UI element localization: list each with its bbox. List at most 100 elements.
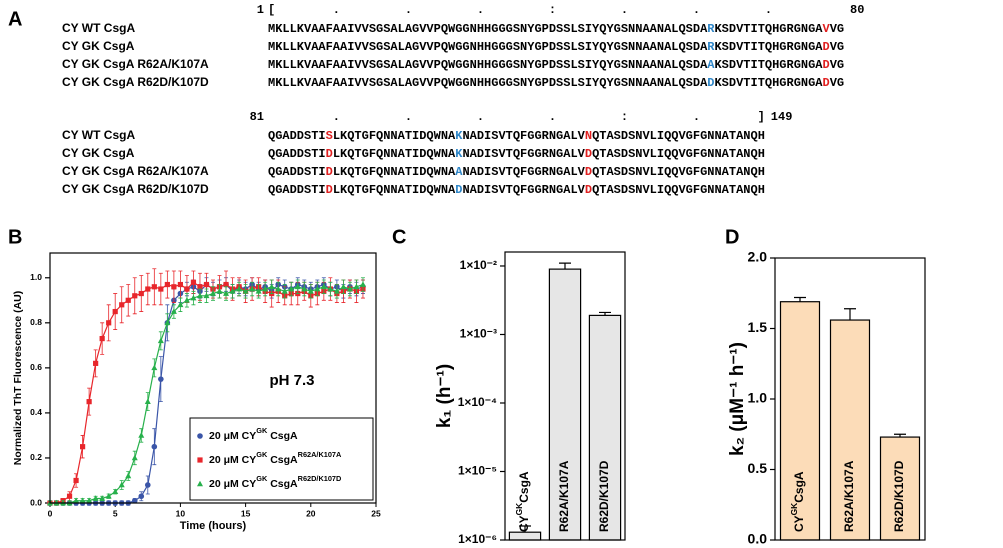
label-part: GK [256, 474, 268, 483]
plot-frame [774, 257, 926, 541]
residues: D [585, 183, 592, 197]
bar [879, 436, 921, 541]
y-tick-label: 0.8 [30, 317, 42, 327]
error-bar [599, 311, 611, 316]
label-part: CY [517, 515, 531, 532]
marker [242, 287, 249, 294]
sequence-name: CY WT CsgA [62, 21, 135, 35]
marker [158, 286, 164, 292]
marker [151, 443, 158, 450]
marker [73, 477, 79, 484]
residues: QTASDSNVLIQQVGFGNNATANQH [592, 165, 765, 179]
marker [79, 497, 86, 504]
marker [268, 283, 275, 290]
residues: D [823, 58, 830, 72]
residues: QGADDSTI [268, 183, 326, 197]
x-tick-label: 0 [48, 508, 53, 518]
y-axis-label: Normalized ThT Fluorescence (AU) [12, 291, 24, 465]
label-part: GK [256, 450, 268, 459]
marker [197, 433, 203, 439]
marker [288, 285, 295, 292]
marker [353, 283, 360, 290]
marker [184, 286, 190, 292]
y-tick-label: 1×10⁻² [460, 258, 497, 272]
error-bar [519, 525, 531, 533]
marker [106, 320, 112, 326]
ruler-start: 1 [257, 3, 264, 17]
marker [320, 283, 327, 290]
marker [190, 294, 197, 301]
marker [171, 284, 177, 290]
bar [829, 319, 871, 541]
y-tick-label: 1.0 [748, 390, 768, 406]
panel-label: A [8, 8, 22, 30]
category-label: R62A/K107A [557, 460, 571, 532]
marker [80, 444, 86, 450]
marker [197, 284, 203, 290]
residues: K [455, 129, 463, 143]
marker [131, 497, 138, 504]
error-bar [844, 308, 856, 321]
marker [105, 492, 112, 499]
sequence: QGADDSTISLKQTGFQNNATIDQWNAKNADISVTQFGGRN… [268, 129, 765, 143]
residues: N [585, 129, 592, 143]
bar [779, 301, 821, 541]
plot-frame [504, 251, 626, 541]
residues: VG [830, 22, 844, 36]
residues: MKLLKVAAFAAIVVSGSALAGVVPQWGGNHHGGGSNYGPD… [268, 40, 708, 54]
residues: LKQTGFQNNATIDQWNA [333, 147, 456, 161]
marker [99, 495, 106, 501]
marker [249, 285, 256, 292]
x-tick-label: 25 [371, 508, 381, 518]
marker [203, 292, 210, 299]
ruler: [ . . . : . . . [268, 3, 772, 17]
marker [223, 281, 229, 288]
label-part: CsgA [517, 471, 531, 503]
residues: VG [830, 58, 844, 72]
residues: LKQTGFQNNATIDQWNA [333, 183, 456, 197]
marker [86, 399, 92, 405]
label-part: CY [792, 515, 806, 532]
category-label: R62A/K107A [842, 460, 856, 532]
x-tick-label: 10 [176, 508, 186, 518]
sequence: MKLLKVAAFAAIVVSGSALAGVVPQWGGNHHGGGSNYGPD… [268, 40, 844, 54]
sequence-name: CY WT CsgA [62, 128, 135, 142]
marker [151, 364, 158, 371]
marker [275, 285, 282, 292]
marker [145, 482, 151, 488]
marker [203, 281, 210, 288]
marker [346, 285, 353, 292]
sequence-name: CY GK CsgA R62A/K107A [62, 164, 209, 178]
marker [170, 308, 177, 314]
marker [177, 281, 183, 288]
sequence: MKLLKVAAFAAIVVSGSALAGVVPQWGGNHHGGGSNYGPD… [268, 22, 844, 36]
residues: K [455, 147, 463, 161]
legend-box [189, 417, 374, 501]
marker [216, 287, 223, 294]
residues: R [707, 22, 715, 36]
residues: D [455, 183, 462, 197]
residues: KSDVTITQHGRGNGA [714, 76, 823, 90]
residues: MKLLKVAAFAAIVVSGSALAGVVPQWGGNHHGGGSNYGPD… [268, 22, 708, 36]
error-bar [794, 296, 806, 302]
bar [508, 531, 542, 541]
marker [262, 285, 269, 292]
marker [112, 488, 119, 495]
marker [125, 297, 131, 303]
residues: NADISVTQFGGRNGALV [462, 129, 585, 143]
ruler-end: 149 [771, 110, 793, 124]
marker [99, 335, 105, 342]
marker [93, 360, 99, 366]
residues: R [707, 40, 715, 54]
sequence: MKLLKVAAFAAIVVSGSALAGVVPQWGGNHHGGGSNYGPD… [268, 58, 844, 72]
annotation: pH 7.3 [269, 372, 314, 389]
marker [210, 290, 216, 296]
sequence: QGADDSTIDLKQTGFQNNATIDQWNAKNADISVTQFGGRN… [268, 147, 765, 161]
residues: A [707, 58, 715, 72]
y-tick-label: 1×10⁻³ [460, 327, 497, 341]
marker [132, 293, 138, 299]
category-label: R62D/K107D [892, 460, 906, 532]
marker [307, 287, 314, 294]
marker [138, 290, 144, 297]
category-label: R62D/K107D [597, 460, 611, 532]
